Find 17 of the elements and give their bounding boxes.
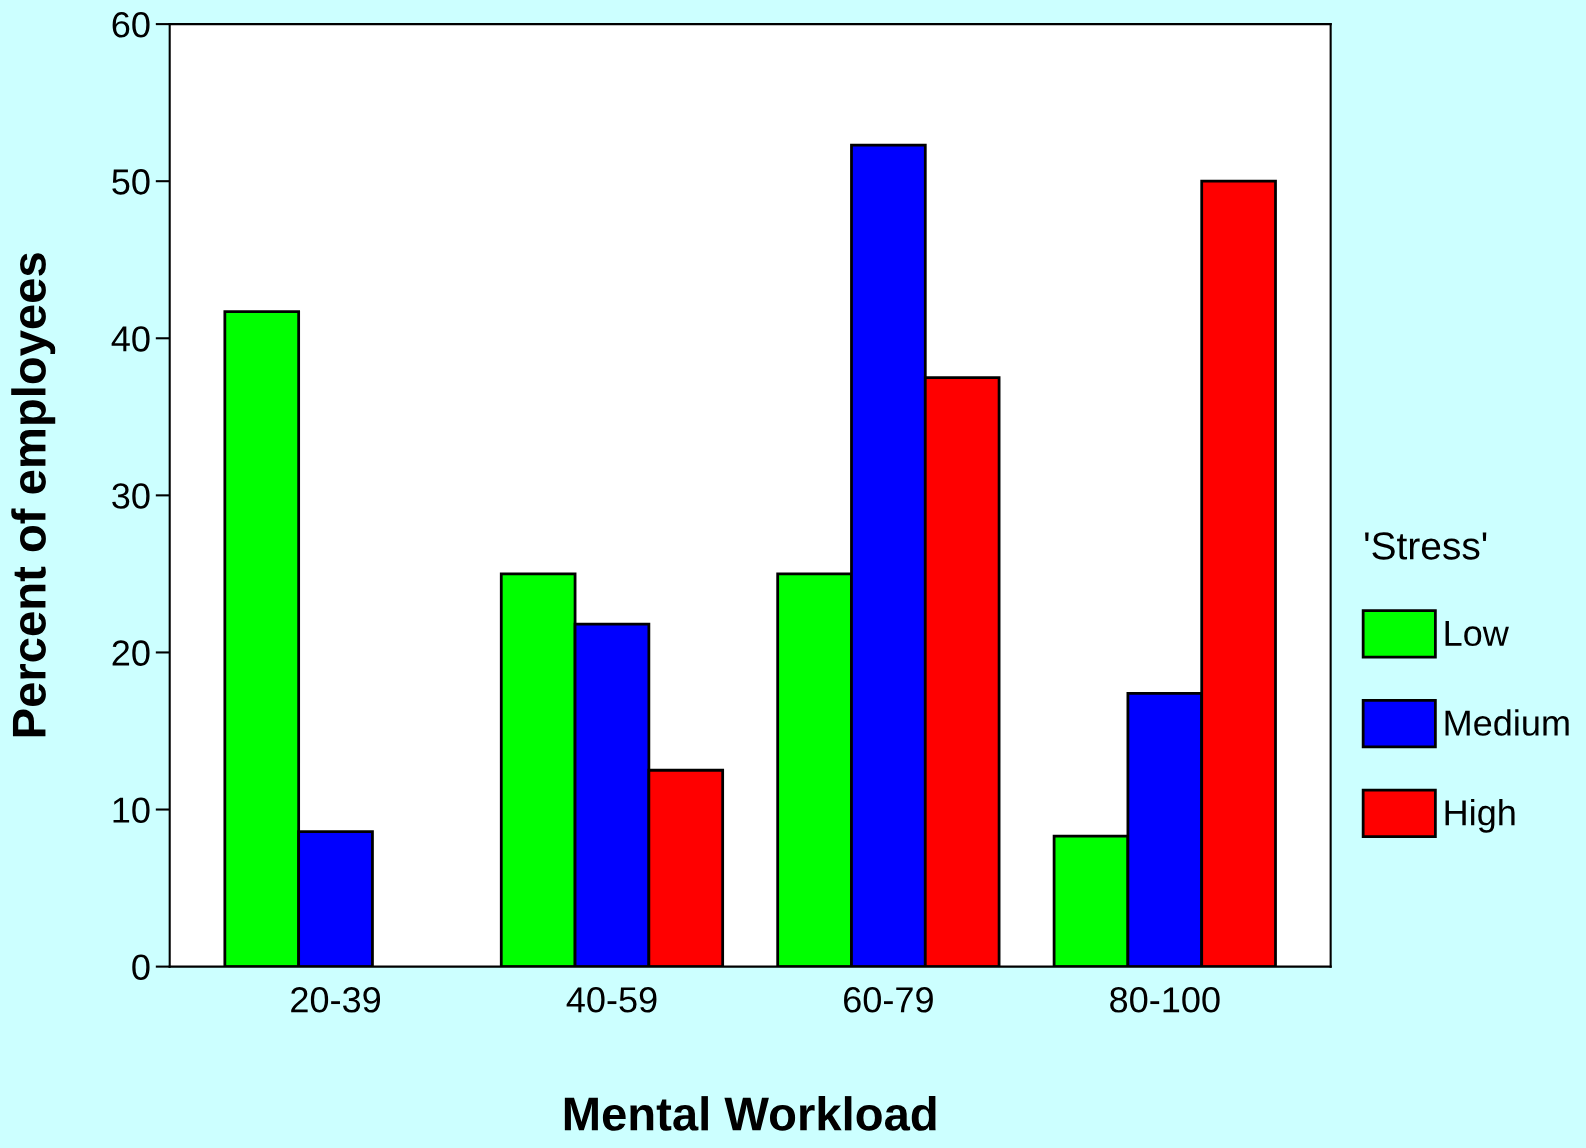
x-tick-label: 40-59 xyxy=(566,987,657,1013)
y-tick-label: 0 xyxy=(132,954,150,981)
legend-title: 'Stress' xyxy=(1365,532,1487,560)
legend-label: High xyxy=(1445,799,1515,833)
y-tick-label: 30 xyxy=(112,483,150,509)
legend-label: Medium xyxy=(1445,709,1569,736)
y-axis-title: Percent of employees xyxy=(11,253,56,737)
y-tick-label: 20 xyxy=(112,640,150,666)
legend-label: Low xyxy=(1445,620,1509,647)
x-tick-label: 20-39 xyxy=(291,987,381,1013)
y-tick-label: 60 xyxy=(112,11,150,38)
y-tick-label: 50 xyxy=(112,169,150,195)
y-tick-label: 40 xyxy=(111,326,150,352)
y-tick-label: 10 xyxy=(113,797,150,823)
x-axis-title: Mental Workload xyxy=(564,1096,936,1131)
x-tick-label: 60-79 xyxy=(844,987,933,1013)
x-tick-label: 80-100 xyxy=(1110,987,1220,1013)
